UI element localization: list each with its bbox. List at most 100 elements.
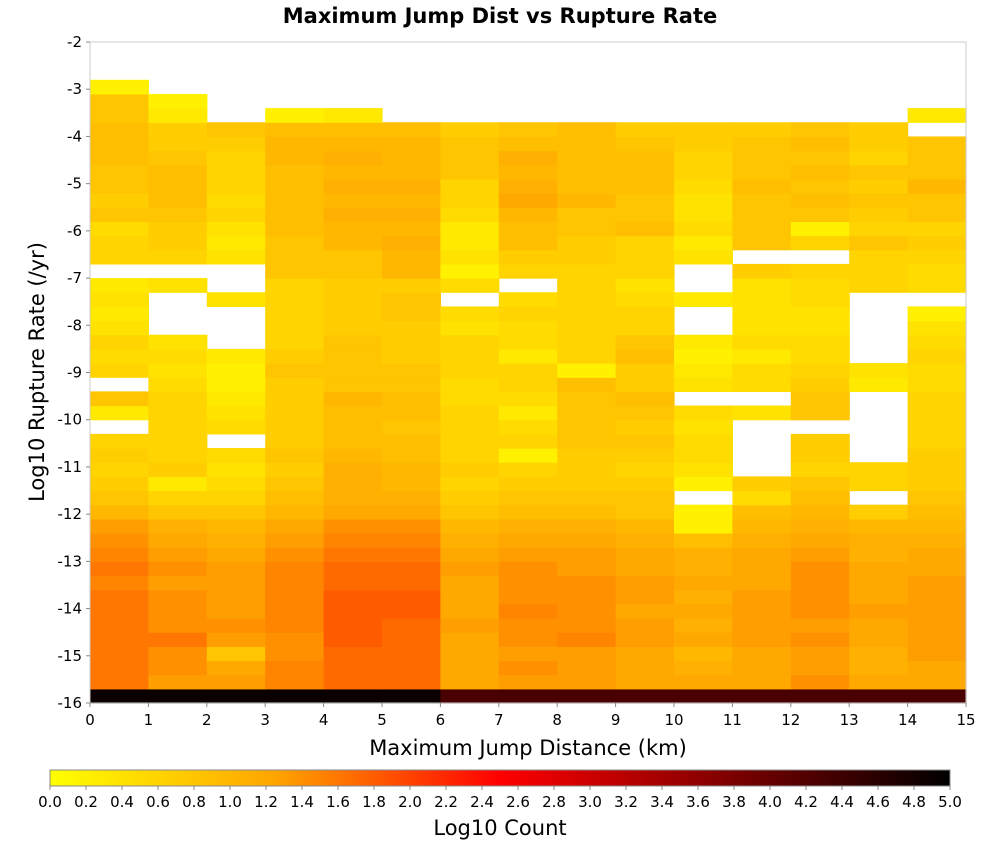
colorbar-tick-label: 4.4	[830, 793, 854, 811]
heatmap-cell	[382, 646, 441, 662]
heatmap-cell	[382, 363, 441, 378]
heatmap-cell	[90, 278, 149, 293]
colorbar-tick-label: 0.4	[110, 793, 134, 811]
heatmap-cell	[849, 646, 909, 662]
heatmap-cell	[790, 603, 850, 619]
heatmap-cell	[323, 419, 383, 435]
heatmap-cell	[615, 363, 675, 378]
heatmap-cell	[790, 618, 850, 633]
heatmap-cell	[674, 674, 733, 690]
heatmap-cell	[557, 575, 617, 591]
heatmap-cell	[382, 476, 441, 492]
heatmap-cell	[732, 674, 792, 690]
heatmap-cell	[790, 518, 850, 534]
heatmap-cell	[849, 164, 909, 180]
heatmap-cell	[907, 660, 967, 676]
heatmap-cell	[440, 164, 500, 180]
heatmap-cell	[265, 632, 325, 647]
heatmap-cell	[382, 660, 441, 676]
heatmap-cell	[790, 263, 850, 279]
heatmap-cell	[498, 363, 558, 378]
heatmap-cell	[557, 646, 617, 662]
heatmap-cell	[323, 249, 383, 265]
heatmap-cell	[907, 575, 967, 591]
heatmap-cell	[382, 249, 441, 265]
colorbar-tick-label: 0.2	[74, 793, 98, 811]
heatmap-cell	[323, 547, 383, 562]
heatmap-cell	[907, 589, 967, 605]
heatmap-cell	[907, 405, 967, 421]
heatmap-cell	[440, 377, 500, 392]
heatmap-cell	[557, 306, 617, 322]
heatmap-cell	[849, 377, 909, 392]
heatmap-cell	[148, 221, 208, 237]
heatmap-cell	[265, 547, 325, 562]
heatmap-cell	[148, 433, 208, 449]
heatmap-cell	[732, 533, 792, 548]
heatmap-cell	[732, 122, 792, 138]
heatmap-cell	[382, 462, 441, 477]
y-tick-label: -11	[58, 458, 83, 476]
heatmap-cell	[732, 688, 792, 704]
heatmap-cell	[440, 122, 500, 138]
heatmap-cell	[849, 207, 909, 223]
heatmap-cell	[323, 320, 383, 336]
heatmap-cell	[440, 504, 500, 520]
heatmap-cell	[90, 405, 149, 421]
heatmap-cell	[382, 391, 441, 407]
heatmap-cell	[732, 547, 792, 562]
heatmap-cell	[615, 377, 675, 392]
heatmap-cell	[90, 348, 149, 364]
heatmap-cell	[382, 448, 441, 463]
heatmap-cell	[90, 164, 149, 180]
heatmap-cell	[148, 193, 208, 208]
heatmap-cell	[440, 561, 500, 577]
heatmap-cell	[557, 518, 617, 534]
heatmap-cell	[90, 575, 149, 591]
heatmap-cell	[674, 660, 733, 676]
heatmap-cell	[790, 193, 850, 208]
heatmap-cell	[90, 79, 149, 95]
heatmap-cell	[674, 136, 733, 152]
heatmap-cell	[265, 589, 325, 605]
heatmap-cell	[557, 363, 617, 378]
heatmap-cell	[498, 462, 558, 477]
heatmap-cell	[674, 178, 733, 194]
heatmap-cell	[790, 632, 850, 647]
heatmap-cell	[790, 292, 850, 307]
heatmap-cell	[206, 292, 266, 307]
heatmap-cell	[323, 348, 383, 364]
colorbar-tick-label: 1.0	[218, 793, 242, 811]
heatmap-cell	[206, 646, 266, 662]
heatmap-cell	[440, 688, 500, 704]
heatmap-cell	[90, 136, 149, 152]
heatmap-cell	[615, 476, 675, 492]
heatmap-cell	[615, 518, 675, 534]
heatmap-cell	[206, 476, 266, 492]
heatmap-cell	[498, 292, 558, 307]
heatmap-cell	[206, 348, 266, 364]
heatmap-cell	[440, 603, 500, 619]
heatmap-cell	[440, 334, 500, 350]
heatmap-cell	[557, 660, 617, 676]
heatmap-cell	[907, 306, 967, 322]
y-tick-label: -8	[67, 316, 82, 334]
x-tick-label: 14	[898, 711, 917, 729]
colorbar-tick-label: 1.2	[254, 793, 278, 811]
heatmap-cell	[557, 249, 617, 265]
heatmap-cell	[148, 122, 208, 138]
heatmap-cell	[382, 618, 441, 633]
heatmap-cell	[323, 263, 383, 279]
heatmap-cell	[732, 660, 792, 676]
heatmap-cell	[498, 632, 558, 647]
heatmap-cell	[148, 518, 208, 534]
heatmap-cell	[849, 589, 909, 605]
heatmap-cell	[849, 193, 909, 208]
heatmap-cell	[440, 547, 500, 562]
heatmap-cell	[265, 249, 325, 265]
heatmap-cell	[440, 618, 500, 633]
heatmap-cell	[907, 490, 967, 506]
heatmap-cell	[440, 207, 500, 223]
heatmap-cell	[790, 178, 850, 194]
heatmap-cell	[674, 476, 733, 492]
